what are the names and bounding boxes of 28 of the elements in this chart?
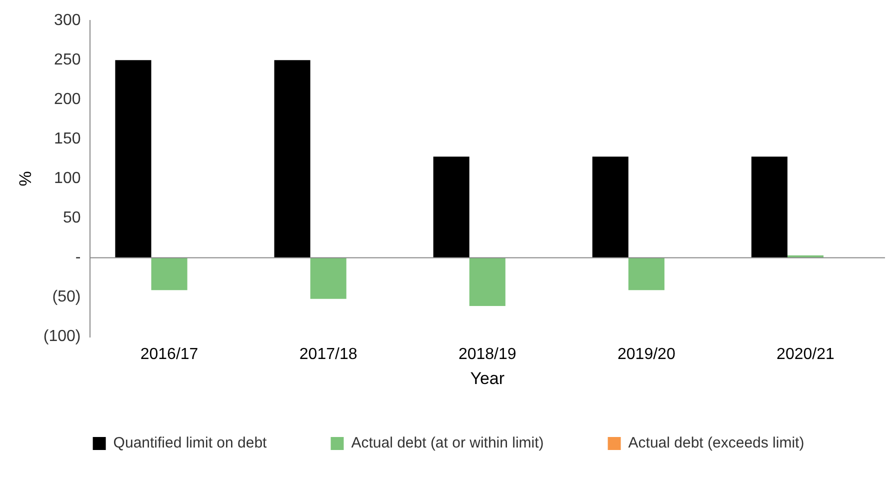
y-tick-label: 150: [54, 130, 81, 148]
x-tick-label: 2019/20: [618, 346, 676, 363]
bar: [469, 258, 506, 306]
y-tick-label: -: [75, 249, 81, 266]
legend-label: Quantified limit on debt: [113, 434, 268, 452]
legend-label: Actual debt (at or within limit): [351, 434, 544, 452]
y-tick-label: 250: [54, 52, 81, 69]
bar: [433, 156, 470, 258]
y-tick-label: 100: [54, 170, 81, 188]
x-tick-label: 2018/19: [458, 346, 516, 363]
x-axis-title: Year: [470, 368, 505, 388]
bar: [310, 258, 346, 299]
y-tick-label: (100): [43, 328, 81, 346]
x-tick-label: 2020/21: [776, 346, 834, 363]
y-tick-label: 50: [62, 210, 81, 227]
x-tick-label: 2017/18: [299, 346, 358, 363]
bar: [115, 60, 152, 258]
y-tick-label: 200: [54, 91, 81, 108]
bar: [751, 156, 788, 258]
bar: [592, 156, 628, 258]
bar: [628, 258, 664, 290]
y-axis-title: %: [16, 171, 35, 186]
legend-label: Actual debt (exceeds limit): [628, 434, 804, 452]
bar: [274, 60, 310, 258]
bar: [151, 258, 188, 290]
x-tick-label: 2016/17: [140, 346, 198, 363]
y-tick-label: 300: [54, 12, 81, 30]
y-tick-label: (50): [52, 288, 81, 306]
